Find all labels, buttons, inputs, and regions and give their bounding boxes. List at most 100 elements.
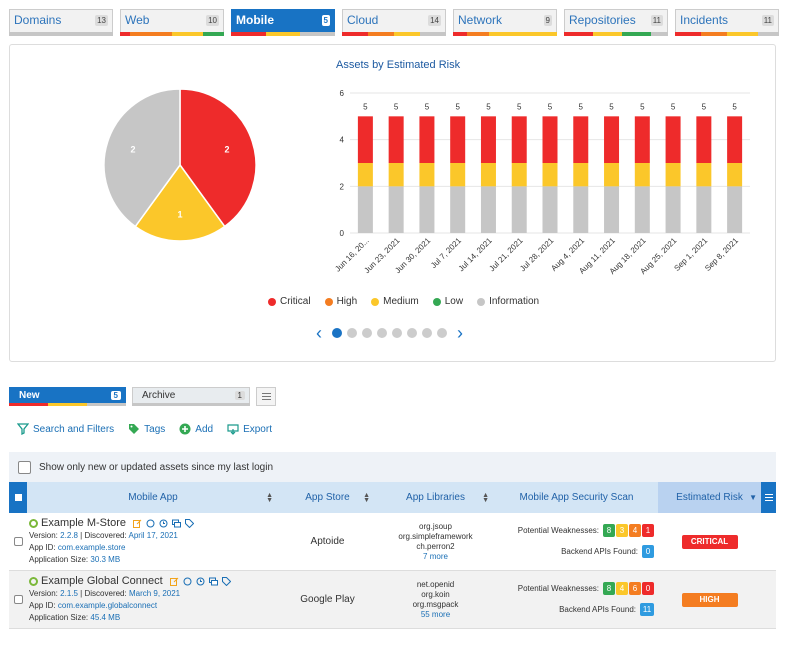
bar-segment-critical[interactable]	[357, 116, 373, 163]
tab-mobile[interactable]: Mobile 5	[231, 9, 336, 36]
bar-segment-medium[interactable]	[696, 163, 712, 187]
tab-new[interactable]: New 5	[9, 387, 126, 406]
bar-segment-information[interactable]	[573, 186, 589, 233]
tag-icon[interactable]	[184, 518, 195, 528]
column-header-app-libraries[interactable]: App Libraries ▲ ▼	[376, 482, 495, 513]
column-header-estimated-risk[interactable]: Estimated Risk ▼	[658, 482, 761, 513]
bar-segment-medium[interactable]	[388, 163, 404, 187]
app-id-link[interactable]: com.example.globalconnect	[57, 601, 158, 610]
column-menu-button[interactable]	[761, 482, 776, 513]
pager-dot[interactable]	[362, 328, 372, 338]
pager-dot[interactable]	[332, 328, 342, 338]
chevron-left-icon[interactable]: ‹	[316, 323, 322, 343]
pager-dot[interactable]	[377, 328, 387, 338]
legend-item-information[interactable]: Information	[477, 296, 539, 307]
tag-icon[interactable]	[221, 576, 231, 586]
tab-web[interactable]: Web 10	[120, 9, 224, 36]
pager-dot[interactable]	[392, 328, 402, 338]
app-name[interactable]: Example Global Connect	[41, 575, 163, 587]
history-icon[interactable]	[159, 519, 168, 528]
column-header-app-store[interactable]: App Store ▲ ▼	[279, 482, 376, 513]
bar-segment-information[interactable]	[388, 186, 404, 233]
comments-icon[interactable]	[208, 577, 218, 586]
history-icon[interactable]	[196, 577, 205, 586]
risk-badge[interactable]: CRITICAL	[681, 534, 738, 549]
weakness-high-badge[interactable]: 4	[629, 524, 641, 537]
pager-dot[interactable]	[422, 328, 432, 338]
discovered-date[interactable]: April 17, 2021	[128, 531, 178, 540]
table-row[interactable]: Example M-Store Version: 2.2.8 | Discove…	[9, 513, 776, 571]
app-size-value[interactable]: 45.4 MB	[90, 613, 121, 622]
bar-segment-medium[interactable]	[727, 163, 743, 187]
bar-segment-medium[interactable]	[480, 163, 496, 187]
select-all-checkbox[interactable]	[9, 482, 27, 513]
version-value[interactable]: 2.1.5	[60, 589, 78, 598]
column-header-mobile-app[interactable]: Mobile App ▲ ▼	[27, 482, 279, 513]
discovered-date[interactable]: March 9, 2021	[128, 589, 181, 598]
app-id-link[interactable]: com.example.store	[57, 543, 126, 552]
export-button[interactable]: Export	[227, 423, 272, 435]
bar-segment-information[interactable]	[480, 186, 496, 233]
libraries-more-link[interactable]: 55 more	[420, 609, 451, 619]
legend-item-high[interactable]: High	[324, 296, 357, 307]
comments-icon[interactable]	[171, 519, 181, 528]
bar-segment-information[interactable]	[665, 186, 681, 233]
bar-segment-medium[interactable]	[573, 163, 589, 187]
bar-segment-medium[interactable]	[665, 163, 681, 187]
bar-segment-critical[interactable]	[419, 116, 435, 163]
bar-segment-information[interactable]	[696, 186, 712, 233]
edit-icon[interactable]	[169, 577, 179, 586]
pie-slice-critical[interactable]	[179, 88, 257, 228]
bar-segment-medium[interactable]	[604, 163, 620, 187]
search-and-filters-button[interactable]: Search and Filters	[17, 423, 114, 435]
bar-segment-critical[interactable]	[573, 116, 589, 163]
edit-icon[interactable]	[132, 519, 142, 528]
bar-segment-critical[interactable]	[696, 116, 712, 163]
row-checkbox[interactable]	[13, 595, 23, 604]
bar-segment-medium[interactable]	[419, 163, 435, 187]
bar-segment-medium[interactable]	[542, 163, 558, 187]
bar-segment-medium[interactable]	[634, 163, 650, 187]
bar-segment-information[interactable]	[419, 186, 435, 233]
legend-item-medium[interactable]: Medium	[371, 296, 419, 307]
bar-segment-information[interactable]	[450, 186, 466, 233]
weakness-critical-badge[interactable]: 0	[642, 582, 654, 595]
tabs-menu-button[interactable]	[256, 387, 276, 406]
weakness-high-badge[interactable]: 6	[629, 582, 641, 595]
bar-segment-critical[interactable]	[634, 116, 650, 163]
tags-button[interactable]: Tags	[128, 423, 165, 435]
bar-segment-medium[interactable]	[450, 163, 466, 187]
backend-apis-badge[interactable]: 11	[640, 603, 654, 616]
pager-dot[interactable]	[437, 328, 447, 338]
bar-segment-critical[interactable]	[511, 116, 527, 163]
bar-segment-critical[interactable]	[388, 116, 404, 163]
tab-network[interactable]: Network 9	[453, 9, 557, 36]
bar-segment-critical[interactable]	[480, 116, 496, 163]
weakness-medium-badge[interactable]: 4	[616, 582, 628, 595]
table-row[interactable]: Example Global Connect Version: 2.1.5 | …	[9, 571, 776, 629]
chevron-right-icon[interactable]: ›	[457, 323, 463, 343]
app-size-value[interactable]: 30.3 MB	[90, 555, 121, 564]
bar-segment-information[interactable]	[604, 186, 620, 233]
weakness-medium-badge[interactable]: 3	[616, 524, 628, 537]
bar-segment-information[interactable]	[357, 186, 373, 233]
bar-segment-medium[interactable]	[357, 163, 373, 187]
bar-segment-medium[interactable]	[511, 163, 527, 187]
pie-slice-information[interactable]	[103, 88, 181, 228]
tab-incidents[interactable]: Incidents 11	[675, 9, 779, 36]
legend-item-critical[interactable]: Critical	[268, 296, 311, 307]
bar-segment-information[interactable]	[727, 186, 743, 233]
weakness-low-badge[interactable]: 8	[603, 582, 615, 595]
bar-segment-critical[interactable]	[665, 116, 681, 163]
add-button[interactable]: Add	[179, 423, 213, 435]
tab-archive[interactable]: Archive 1	[132, 387, 250, 406]
bar-segment-critical[interactable]	[604, 116, 620, 163]
bar-segment-critical[interactable]	[542, 116, 558, 163]
new-assets-checkbox[interactable]	[18, 460, 31, 474]
legend-item-low[interactable]: Low	[432, 296, 463, 307]
tab-domains[interactable]: Domains 13	[9, 9, 113, 36]
pager-dot[interactable]	[347, 328, 357, 338]
app-name[interactable]: Example M-Store	[41, 517, 126, 529]
bar-segment-information[interactable]	[511, 186, 527, 233]
bar-segment-information[interactable]	[634, 186, 650, 233]
